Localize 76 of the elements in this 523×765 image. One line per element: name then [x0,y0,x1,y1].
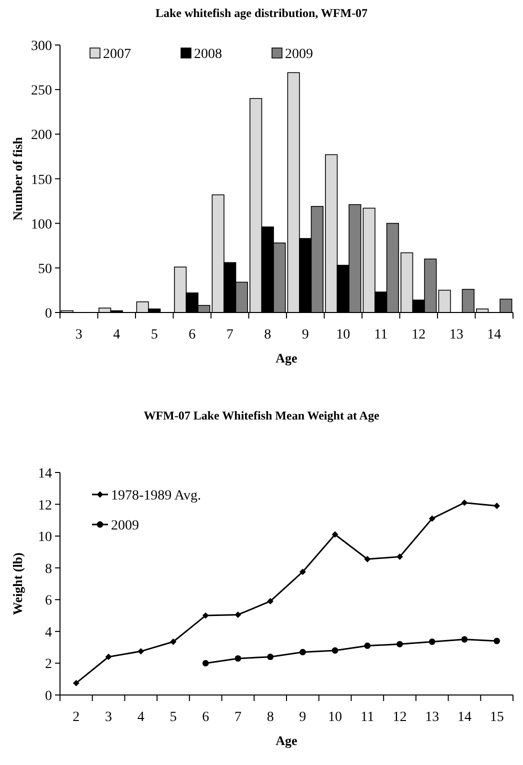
point [299,568,306,576]
point [332,647,338,654]
y-tick-label: 250 [31,84,52,99]
x-tick-label: 12 [392,710,407,725]
chart-title: Lake whitefish age distribution, WFM-07 [155,6,368,20]
legend-label: 1978-1989 Avg. [111,488,201,504]
point [170,638,176,645]
x-tick-label: 11 [360,710,374,725]
y-tick-label: 0 [45,306,52,322]
x-tick-label: 2 [72,710,80,725]
y-tick-label: 8 [45,562,52,577]
x-tick-label: 12 [412,328,426,342]
x-tick-label: 11 [374,328,388,342]
x-tick-label: 6 [202,710,210,725]
x-axis-title: Age [276,733,298,748]
y-tick-label: 50 [38,262,52,277]
point [105,654,112,660]
point [494,638,500,644]
y-tick-label: 4 [45,625,52,640]
y-tick-label: 14 [38,466,52,482]
y-tick-label: 0 [45,689,52,704]
point [267,654,274,660]
x-tick-label: 3 [75,328,82,342]
y-tick-label: 12 [38,498,52,514]
x-tick-label: 5 [150,328,158,342]
point [428,638,436,645]
x-tick-label: 7 [234,710,242,725]
y-tick-label: 300 [31,39,52,54]
y-tick-label: 150 [31,172,52,188]
y-tick-label: 200 [31,128,52,144]
point [364,642,371,649]
point [138,648,144,654]
legend-label: 2009 [285,47,313,62]
x-tick-label: 10 [328,710,342,725]
x-tick-label: 14 [487,328,502,342]
legend-label: 2007 [103,47,131,62]
chart-title: WFM-07 Lake Whitefish Mean Weight at Age [144,408,380,422]
point [332,531,338,538]
x-tick-label: 8 [266,710,274,725]
point [202,660,209,666]
x-tick-label: 3 [105,710,112,725]
x-tick-label: 10 [336,328,350,342]
point [299,648,306,656]
legend-label: 2008 [194,47,222,62]
x-tick-label: 9 [302,328,309,342]
legend-label: 2009 [111,518,139,534]
point [364,556,371,562]
y-axis-title: Weight (lb) [10,552,25,615]
point [72,680,80,686]
point [494,502,500,510]
point [461,499,468,506]
x-tick-label: 13 [425,710,440,725]
x-tick-label: 4 [137,710,144,725]
point [267,598,274,604]
point [396,554,403,560]
x-tick-label: 5 [170,710,177,725]
x-tick-label: 6 [188,328,196,342]
y-axis-title: Number of fish [10,136,25,221]
point [461,636,468,643]
x-axis-title: Age [276,350,298,366]
y-tick-label: 6 [45,594,52,609]
x-tick-label: 15 [490,710,504,725]
x-tick-label: 9 [299,710,306,725]
point [396,640,403,648]
x-tick-label: 8 [264,328,272,342]
x-tick-label: 4 [113,328,120,342]
point [234,655,242,662]
point [202,612,209,619]
y-tick-label: 2 [45,657,52,672]
x-tick-label: 7 [226,328,234,342]
point [428,515,436,522]
x-tick-label: 14 [457,710,472,725]
y-tick-label: 100 [31,217,52,232]
x-tick-label: 13 [449,328,464,342]
y-tick-label: 10 [38,530,52,546]
point [234,612,242,618]
